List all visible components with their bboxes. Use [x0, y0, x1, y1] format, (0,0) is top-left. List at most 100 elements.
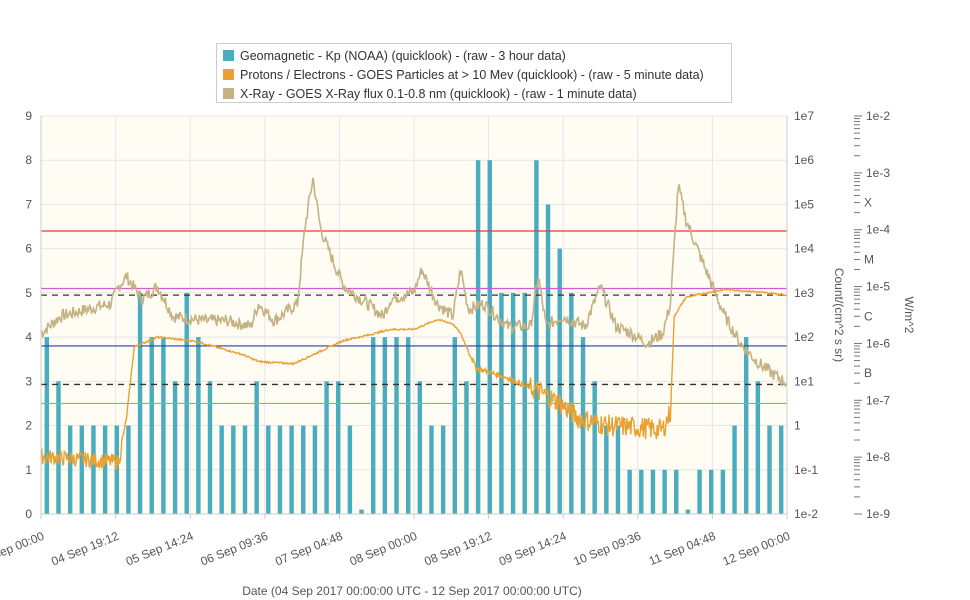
- kp-bar: [592, 381, 597, 514]
- kp-bar: [359, 509, 364, 514]
- legend-item[interactable]: Protons / Electrons - GOES Particles at …: [223, 65, 725, 84]
- kp-tick-label: 2: [25, 419, 32, 433]
- flux-tick-label: 1e-6: [866, 336, 890, 350]
- flux-tick-label: 1e-9: [866, 507, 890, 521]
- kp-bar: [254, 381, 259, 514]
- kp-bar: [394, 337, 399, 514]
- flux-tick-label: 1e-3: [866, 166, 890, 180]
- kp-bar: [44, 337, 50, 514]
- kp-bar: [219, 425, 224, 514]
- xray-series-line: [40, 177, 788, 388]
- count-tick-label: 1e4: [794, 242, 814, 256]
- x-tick-label: 09 Sep 14:24: [497, 529, 569, 569]
- count-tick-label: 1e2: [794, 330, 814, 344]
- x-tick-label: 04 Sep 00:00: [0, 529, 46, 569]
- kp-bar: [709, 469, 714, 514]
- x-axis-title: Date (04 Sep 2017 00:00:00 UTC - 12 Sep …: [242, 584, 582, 598]
- kp-tick-label: 1: [25, 463, 32, 477]
- kp-bar: [102, 425, 108, 514]
- kp-bar: [743, 337, 749, 514]
- kp-tick-label: 6: [25, 242, 32, 256]
- kp-bar: [604, 425, 609, 514]
- kp-bar: [266, 425, 271, 514]
- kp-bar: [336, 381, 341, 514]
- kp-bar: [487, 160, 492, 514]
- kp-bar: [778, 425, 784, 514]
- kp-bar: [534, 160, 539, 514]
- count-tick-label: 1e-2: [794, 507, 818, 521]
- kp-bar: [196, 337, 201, 514]
- kp-bar: [277, 425, 283, 514]
- x-tick-label: 05 Sep 14:24: [124, 529, 196, 569]
- kp-tick-label: 9: [25, 109, 32, 123]
- kp-bar: [324, 381, 329, 514]
- flux-axis-title: W/m^2: [902, 297, 916, 334]
- kp-bar: [67, 425, 73, 514]
- legend-item[interactable]: X-Ray - GOES X-Ray flux 0.1-0.8 nm (quic…: [223, 84, 725, 103]
- kp-bar: [161, 337, 166, 514]
- flux-tick-label: 1e-8: [866, 450, 890, 464]
- kp-bar: [347, 425, 353, 514]
- kp-bar: [662, 469, 667, 514]
- kp-bar: [615, 425, 621, 514]
- kp-bar: [242, 425, 248, 514]
- kp-tick-label: 3: [25, 374, 32, 388]
- x-tick-label: 07 Sep 04:48: [273, 529, 345, 569]
- kp-bar: [301, 425, 306, 514]
- kp-bar: [650, 469, 656, 514]
- legend-swatch: [223, 50, 234, 61]
- kp-bar: [452, 337, 458, 514]
- count-tick-label: 1e1: [794, 374, 814, 388]
- protons-series-line: [40, 287, 788, 470]
- kp-bar: [755, 381, 761, 514]
- kp-bar: [91, 425, 96, 514]
- kp-bar: [149, 337, 154, 514]
- kp-bar: [405, 337, 411, 514]
- legend-swatch: [223, 69, 234, 80]
- flux-tick-label: 1e-4: [866, 223, 890, 237]
- kp-tick-label: 0: [25, 507, 32, 521]
- count-tick-label: 1e-1: [794, 463, 818, 477]
- kp-tick-label: 8: [25, 153, 32, 167]
- kp-bar: [417, 381, 423, 514]
- x-tick-label: 12 Sep 00:00: [721, 529, 793, 569]
- count-tick-label: 1e6: [794, 153, 814, 167]
- count-tick-label: 1e3: [794, 286, 814, 300]
- kp-bar: [557, 248, 562, 514]
- chart-legend: Geomagnetic - Kp (NOAA) (quicklook) - (r…: [216, 43, 732, 103]
- x-tick-label: 08 Sep 19:12: [422, 529, 494, 569]
- kp-bar: [767, 425, 772, 514]
- kp-bar: [545, 204, 551, 514]
- kp-bar: [126, 425, 131, 514]
- kp-tick-label: 4: [25, 330, 32, 344]
- kp-bar: [289, 425, 294, 514]
- kp-bar: [172, 381, 178, 514]
- count-tick-label: 1e7: [794, 109, 814, 123]
- kp-bar: [697, 469, 702, 514]
- kp-tick-label: 5: [25, 286, 32, 300]
- kp-bar: [440, 425, 446, 514]
- x-tick-label: 04 Sep 19:12: [49, 529, 121, 569]
- x-tick-label: 06 Sep 09:36: [198, 529, 270, 569]
- kp-bar: [674, 469, 679, 514]
- kp-bar: [382, 337, 388, 514]
- flare-class-label: B: [864, 366, 872, 380]
- kp-bar: [720, 469, 726, 514]
- kp-bar: [627, 469, 632, 514]
- flare-class-label: M: [864, 252, 874, 266]
- legend-item[interactable]: Geomagnetic - Kp (NOAA) (quicklook) - (r…: [223, 46, 725, 65]
- count-tick-label: 1: [794, 419, 801, 433]
- flux-tick-label: 1e-2: [866, 109, 890, 123]
- kp-bar: [580, 337, 586, 514]
- x-tick-label: 11 Sep 04:48: [647, 529, 718, 569]
- kp-bar: [429, 425, 434, 514]
- kp-bar: [312, 425, 318, 514]
- kp-bar: [207, 381, 213, 514]
- legend-label: Geomagnetic - Kp (NOAA) (quicklook) - (r…: [240, 48, 566, 63]
- kp-bar: [79, 425, 85, 514]
- kp-bar: [56, 381, 61, 514]
- count-tick-label: 1e5: [794, 197, 814, 211]
- kp-bar: [370, 337, 376, 514]
- kp-bar: [475, 160, 481, 514]
